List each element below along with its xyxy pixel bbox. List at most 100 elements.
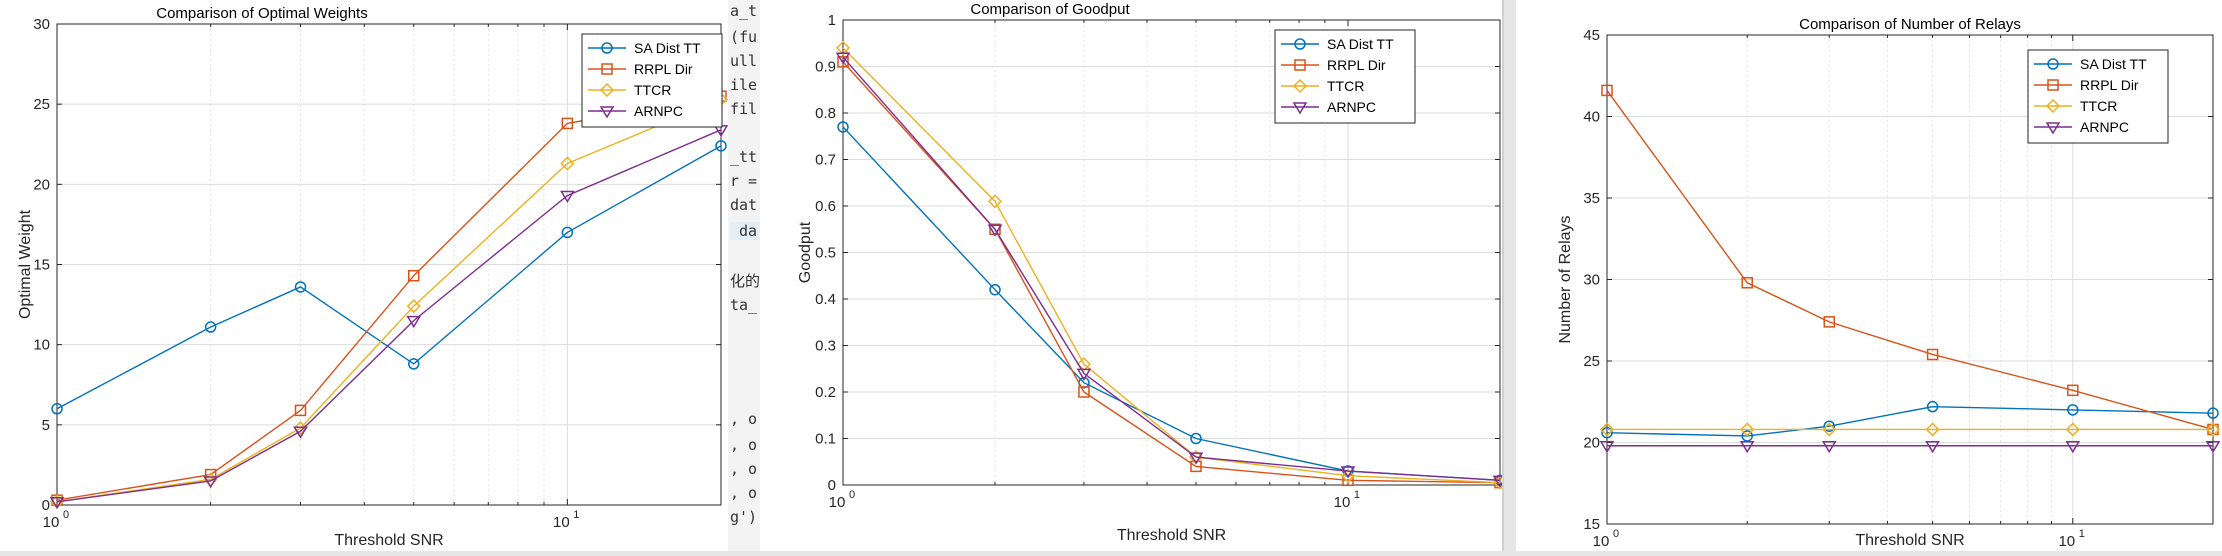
y-tick-label: 45 <box>1583 27 1600 44</box>
legend-label: ARNPC <box>2080 119 2129 135</box>
data-point <box>2205 422 2221 437</box>
y-tick-label: 0.5 <box>815 245 836 262</box>
code-line: , o <box>730 484 758 502</box>
legend-marker <box>1294 38 1306 50</box>
data-point <box>294 404 307 417</box>
legend-marker <box>2047 79 2059 91</box>
y-tick-label: 35 <box>1583 190 1600 207</box>
y-tick-label: 20 <box>33 176 50 193</box>
code-line: (fu <box>730 28 758 46</box>
data-point <box>293 420 308 436</box>
data-point <box>204 321 217 333</box>
y-tick-label: 0.4 <box>815 291 836 308</box>
data-point <box>715 140 727 152</box>
legend-marker <box>599 82 615 98</box>
data-point <box>1340 468 1356 483</box>
y-tick-label: 40 <box>1583 109 1600 126</box>
data-point <box>1601 84 1613 97</box>
x-tick-exponent: 1 <box>1354 489 1360 501</box>
code-line: , o <box>730 436 758 454</box>
code-line: ile <box>730 76 758 94</box>
data-point <box>1823 316 1835 328</box>
series-sa-dist-tt <box>1601 400 2219 442</box>
y-tick-label: 15 <box>1583 516 1600 533</box>
x-tick-label: 10 <box>829 494 846 511</box>
x-axis-label: Threshold SNR <box>1855 532 1964 549</box>
y-tick-label: 0.3 <box>815 338 836 355</box>
code-line: ta_ <box>730 296 758 314</box>
code-line: dat <box>730 196 758 214</box>
series-line <box>1606 405 2214 437</box>
data-point <box>1739 441 1755 454</box>
data-point <box>2067 404 2079 416</box>
y-axis-label: Number of Relays <box>1557 215 1574 343</box>
data-point <box>2065 441 2081 454</box>
code-line: , o <box>730 460 758 478</box>
data-point <box>1926 400 1939 413</box>
data-point <box>1740 422 1755 437</box>
data-point <box>407 269 420 282</box>
y-tick-label: 20 <box>1583 435 1600 452</box>
legend-label: SA Dist TT <box>1327 36 1394 52</box>
data-point <box>1823 420 1835 432</box>
legend: SA Dist TT RRPL Dir TTCR ARNPC <box>581 33 723 128</box>
series-line <box>1606 90 2214 431</box>
series-sa-dist-tt <box>51 140 727 415</box>
legend-marker <box>1292 102 1308 115</box>
code-line: fil <box>730 100 758 118</box>
x-axis-label: Threshold SNR <box>1117 527 1226 544</box>
series-line <box>56 129 722 503</box>
y-tick-label: 30 <box>33 16 50 33</box>
y-tick-label: 5 <box>42 417 50 434</box>
series-arnpc <box>835 52 1508 488</box>
data-point <box>560 156 575 171</box>
data-point <box>406 299 421 314</box>
series-line <box>56 98 722 503</box>
legend-marker <box>1294 59 1306 71</box>
data-point <box>1822 422 1837 437</box>
data-point <box>989 283 1001 296</box>
code-line: a_t <box>730 2 758 20</box>
x-tick-exponent: 0 <box>849 489 855 501</box>
code-line: da <box>730 222 760 240</box>
y-tick-label: 0.6 <box>815 198 836 215</box>
series-arnpc <box>1599 441 2221 454</box>
legend-label: RRPL Dir <box>634 61 693 77</box>
legend-label: RRPL Dir <box>1327 57 1386 73</box>
y-tick-label: 0.9 <box>815 59 836 76</box>
data-point <box>1340 466 1356 479</box>
legend: SA Dist TT RRPL Dir TTCR ARNPC <box>2027 49 2169 144</box>
y-tick-label: 0.7 <box>815 152 836 169</box>
code-editor-strip: a_t (fu ull ile fil _tt r = dat da 化的 ta_ , o , o , … <box>728 0 760 551</box>
y-tick-label: 25 <box>33 96 50 113</box>
legend-label: ARNPC <box>634 103 683 119</box>
code-line: _tt <box>730 148 758 166</box>
x-tick-label: 10 <box>1593 533 1610 550</box>
data-point <box>835 52 851 65</box>
code-line: r = <box>730 172 758 190</box>
chart-title: Comparison of Number of Relays <box>1799 16 2021 33</box>
y-tick-label: 0 <box>828 477 836 494</box>
series-line <box>56 145 722 410</box>
y-tick-label: 30 <box>1583 272 1600 289</box>
legend-marker <box>1292 78 1308 94</box>
series-ttcr <box>1599 422 2221 437</box>
chart-title: Comparison of Goodput <box>970 1 1130 18</box>
legend-marker <box>599 106 615 119</box>
y-tick-label: 15 <box>33 257 50 274</box>
data-point <box>2067 384 2079 397</box>
x-tick-label: 10 <box>43 514 60 531</box>
y-tick-label: 0.2 <box>815 384 836 401</box>
code-line: ull <box>730 52 758 70</box>
data-point <box>293 426 308 439</box>
x-axis-label: Threshold SNR <box>334 532 443 549</box>
legend-marker <box>2045 98 2061 114</box>
data-point <box>560 190 575 204</box>
data-point <box>1599 422 1615 437</box>
data-point <box>2207 407 2219 419</box>
legend: SA Dist TT RRPL Dir TTCR ARNPC <box>1274 29 1416 124</box>
y-tick-label: 25 <box>1583 353 1600 370</box>
legend-label: TTCR <box>1327 78 1364 94</box>
legend-marker <box>2047 58 2059 70</box>
data-point <box>837 121 849 133</box>
